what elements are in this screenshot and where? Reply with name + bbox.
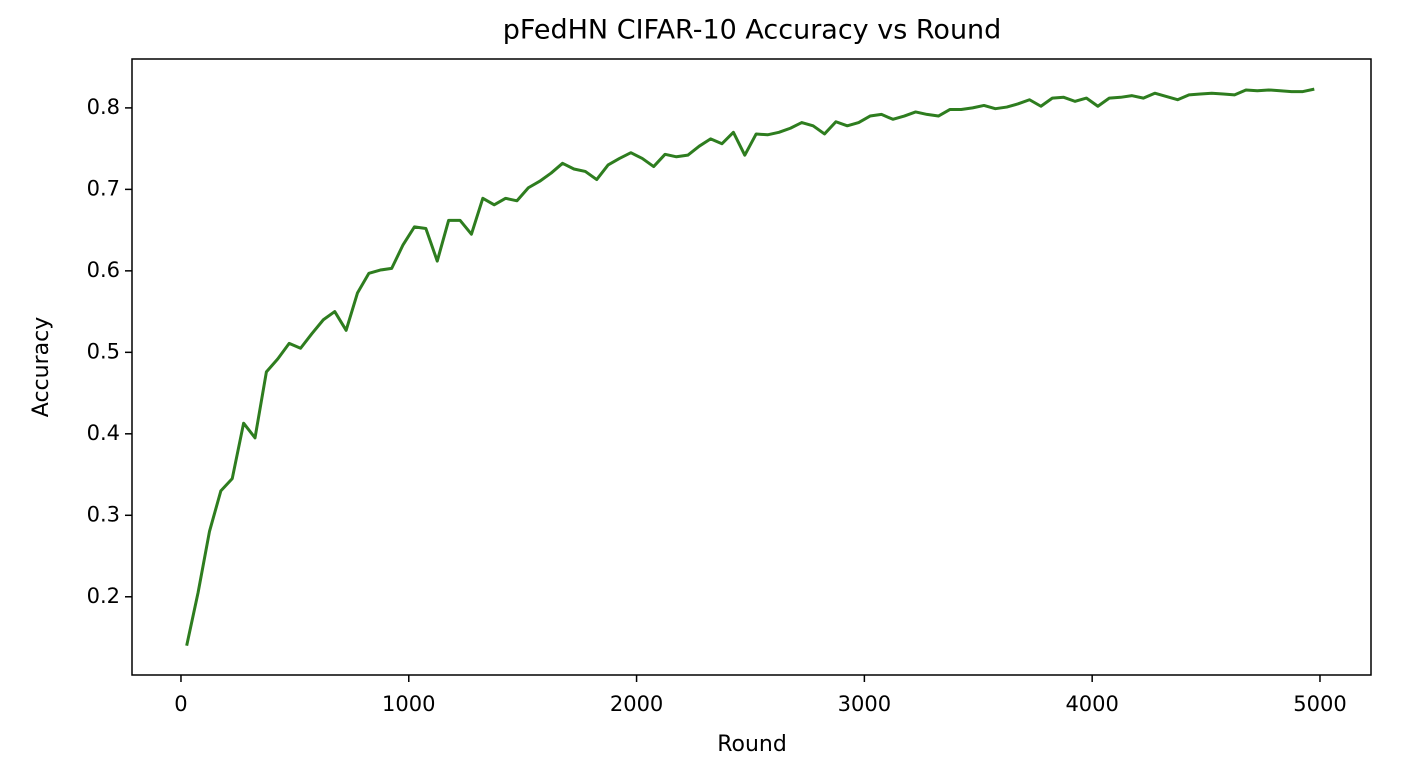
y-tick-label: 0.2 <box>87 584 120 608</box>
x-tick-label: 0 <box>174 692 187 716</box>
y-axis-label: Accuracy <box>29 317 54 417</box>
x-tick-label: 3000 <box>838 692 891 716</box>
y-tick-label: 0.7 <box>87 176 120 200</box>
x-tick-label: 2000 <box>610 692 663 716</box>
x-tick-label: 1000 <box>382 692 435 716</box>
y-tick-label: 0.8 <box>87 95 120 119</box>
x-axis-label: Round <box>717 732 787 757</box>
data-line <box>185 87 1315 646</box>
y-tick-label: 0.6 <box>87 258 120 282</box>
plot-frame <box>131 58 1372 676</box>
x-tick-label: 4000 <box>1065 692 1118 716</box>
y-tick-label: 0.4 <box>87 421 120 445</box>
y-tick-label: 0.5 <box>87 339 120 363</box>
y-tick-label: 0.3 <box>87 502 120 526</box>
chart-title: pFedHN CIFAR-10 Accuracy vs Round <box>503 15 1002 46</box>
x-tick-label: 5000 <box>1293 692 1346 716</box>
